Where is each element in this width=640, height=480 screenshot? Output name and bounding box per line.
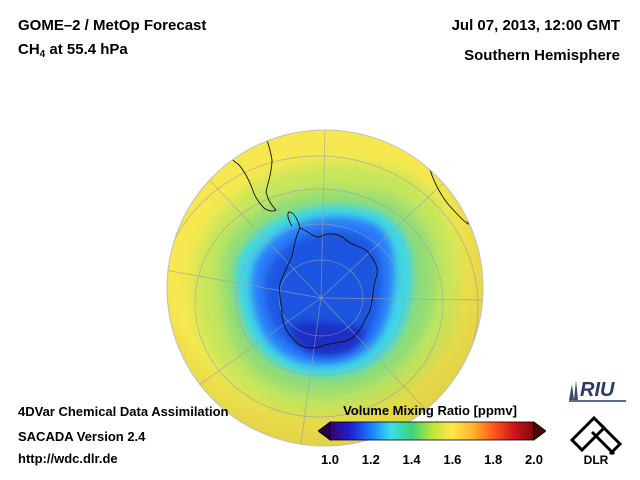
riu-logo: RIU (569, 379, 626, 402)
dlr-logo-text: DLR (584, 453, 609, 467)
colorbar-min-arrow (318, 421, 331, 441)
colorbar-tick-label: 1.8 (484, 452, 503, 467)
colorbar-gradient (329, 421, 535, 441)
footer-method: 4DVar Chemical Data Assimilation (18, 404, 229, 419)
colorbar-tick-label: 1.0 (320, 452, 340, 467)
colorbar-tick-label: 2.0 (524, 452, 544, 467)
colorbar (318, 421, 546, 441)
globe-outline (166, 129, 484, 447)
footer-url: http://wdc.dlr.de (18, 451, 118, 466)
colorbar-max-arrow (533, 421, 546, 441)
colorbar-title: Volume Mixing Ratio [ppmv] (343, 403, 517, 418)
dlr-logo: DLR (569, 415, 623, 467)
map-title: GOME–2 / MetOp Forecast (18, 17, 207, 34)
colorbar-tick-label: 1.6 (443, 452, 462, 467)
riu-logo-text: RIU (580, 379, 615, 401)
hemisphere-label: Southern Hemisphere (464, 47, 620, 64)
riu-logo-mark (569, 380, 578, 400)
species-subscript: 4 (39, 49, 46, 60)
species-name: CH (18, 41, 40, 58)
colorbar-tick-label: 1.2 (361, 452, 380, 467)
map-subtitle: CH4 at 55.4 hPa (18, 41, 128, 64)
colorbar-tick-label: 1.4 (402, 452, 421, 467)
footer-version: SACADA Version 2.4 (18, 429, 146, 444)
pressure-level: at 55.4 hPa (45, 41, 128, 58)
globe-shading (167, 130, 483, 446)
forecast-date: Jul 07, 2013, 12:00 GMT (451, 17, 620, 34)
